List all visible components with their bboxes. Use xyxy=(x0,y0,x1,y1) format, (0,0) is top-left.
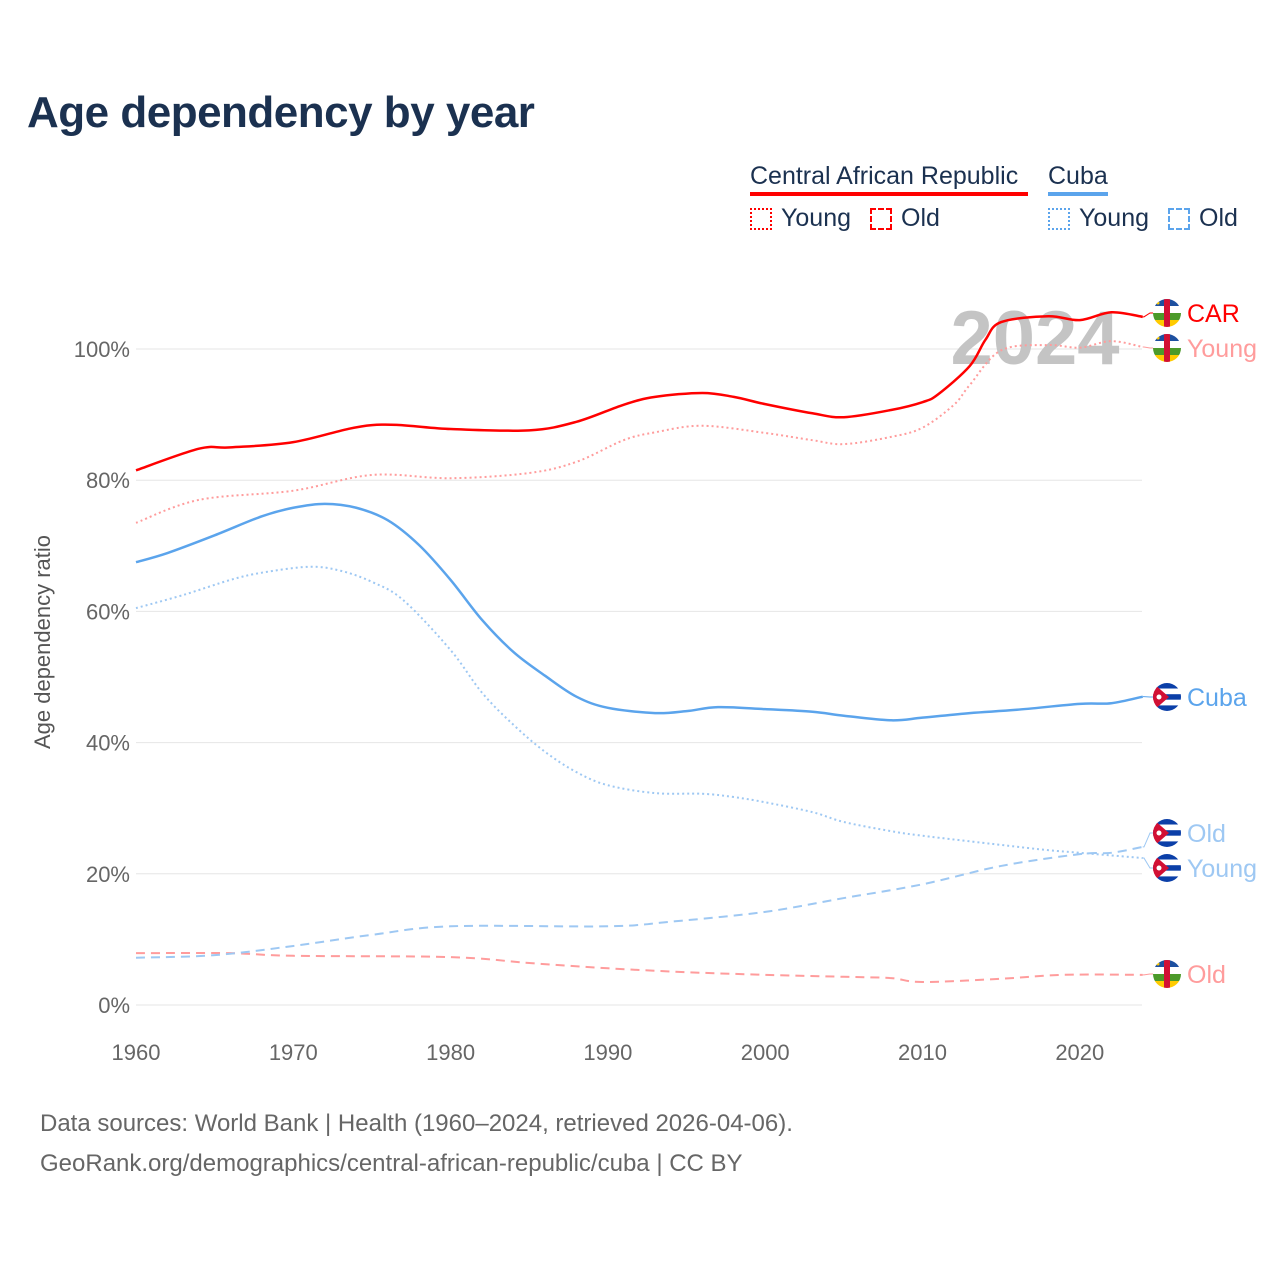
y-tick-label: 0% xyxy=(98,993,130,1018)
series-end-label: Old xyxy=(1187,820,1226,848)
x-tick-label: 1970 xyxy=(269,1040,318,1065)
legend-cuba-young[interactable]: Young xyxy=(1079,204,1149,232)
footer-sources: Data sources: World Bank | Health (1960–… xyxy=(40,1110,793,1137)
legend-country-car[interactable]: Central African Republic xyxy=(750,162,1019,190)
cuba-flag-icon xyxy=(1153,683,1181,711)
x-tick-label: 2020 xyxy=(1055,1040,1104,1065)
y-axis-label: Age dependency ratio xyxy=(30,535,55,749)
label-connector xyxy=(1142,973,1154,976)
y-tick-label: 20% xyxy=(86,862,130,887)
label-connector xyxy=(1142,346,1154,349)
car-flag-icon xyxy=(1153,334,1181,362)
legend-country-cuba[interactable]: Cuba xyxy=(1048,162,1108,190)
series-line-car-young[interactable] xyxy=(135,340,1143,524)
x-tick-label: 1980 xyxy=(426,1040,475,1065)
series-line-cuba[interactable] xyxy=(135,502,1143,722)
legend-car-young[interactable]: Young xyxy=(781,204,851,232)
y-tick-label: 100% xyxy=(74,337,130,362)
legend-car-old-swatch xyxy=(870,208,892,230)
series-end-label: Young xyxy=(1187,855,1257,883)
x-tick-label: 2010 xyxy=(898,1040,947,1065)
series-line-car[interactable] xyxy=(135,311,1143,472)
legend-car-old[interactable]: Old xyxy=(901,204,940,232)
series-end-label: CAR xyxy=(1187,300,1240,328)
y-tick-label: 40% xyxy=(86,731,130,756)
chart-title: Age dependency by year xyxy=(27,88,535,137)
cuba-flag-icon xyxy=(1153,854,1181,882)
legend-car-swatch xyxy=(750,192,1028,196)
x-tick-label: 1960 xyxy=(112,1040,161,1065)
series-end-label: Old xyxy=(1187,961,1226,989)
footer-link[interactable]: GeoRank.org/demographics/central-african… xyxy=(40,1150,743,1177)
label-connector xyxy=(1142,832,1154,848)
cuba-flag-icon xyxy=(1153,819,1181,847)
legend-cuba-swatch xyxy=(1048,192,1108,196)
series-line-cuba-old[interactable] xyxy=(135,845,1143,959)
year-watermark: 2024 xyxy=(950,296,1119,381)
legend-cuba-old-swatch xyxy=(1168,208,1190,230)
legend-cuba-old[interactable]: Old xyxy=(1199,204,1238,232)
series-end-label: Young xyxy=(1187,335,1257,363)
label-connector xyxy=(1142,312,1154,318)
label-connector xyxy=(1142,857,1154,869)
car-flag-icon xyxy=(1153,299,1181,327)
series-line-car-old[interactable] xyxy=(135,951,1143,984)
x-tick-label: 1990 xyxy=(583,1040,632,1065)
series-end-label: Cuba xyxy=(1187,684,1247,712)
legend-car-young-swatch xyxy=(750,208,772,230)
y-tick-label: 80% xyxy=(86,468,130,493)
car-flag-icon xyxy=(1153,960,1181,988)
x-tick-label: 2000 xyxy=(741,1040,790,1065)
y-tick-label: 60% xyxy=(86,599,130,624)
legend-cuba-young-swatch xyxy=(1048,208,1070,230)
